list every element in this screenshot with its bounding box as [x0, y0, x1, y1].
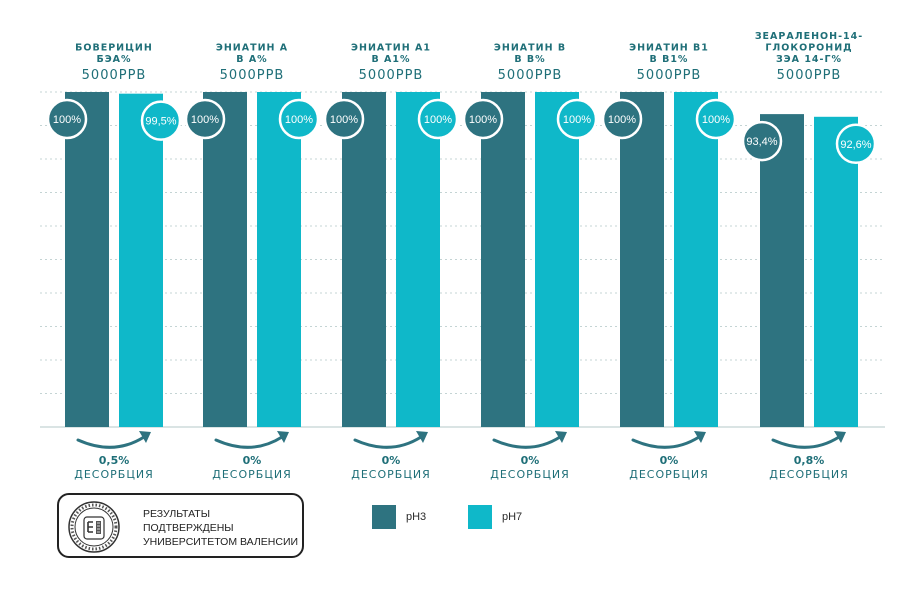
bar-ph3 — [203, 92, 247, 427]
desorption-value: 0% — [660, 454, 679, 467]
desorption-label: ДЕСОРБЦИЯ — [351, 468, 430, 481]
legend-label-ph7: pH7 — [502, 511, 523, 523]
desorption-value: 0% — [382, 454, 401, 467]
value-label: 100% — [53, 114, 81, 126]
bar-ph7 — [535, 92, 579, 427]
value-label: 93,4% — [746, 136, 777, 148]
legend-swatch-ph3 — [372, 505, 396, 529]
group-concentration: 5000PPB — [359, 68, 424, 83]
value-badge — [46, 98, 88, 140]
value-label: 100% — [424, 114, 452, 126]
desorption-arrow — [353, 435, 423, 449]
certification-text: РЕЗУЛЬТАТЫ ПОДТВЕРЖДЕНЫ УНИВЕРСИТЕТОМ ВА… — [143, 507, 303, 549]
bar-ph3 — [760, 114, 804, 428]
desorption-arrow — [631, 435, 701, 449]
arrow-head-icon — [834, 431, 846, 443]
value-badge — [462, 98, 504, 140]
bar-ph7 — [674, 92, 718, 427]
desorption-value: 0,8% — [794, 454, 825, 467]
value-badge — [184, 98, 226, 140]
certification-line: ПОДТВЕРЖДЕНЫ — [143, 522, 234, 534]
bar-ph7 — [119, 93, 163, 428]
group-title: В В1% — [650, 54, 689, 65]
value-badge — [695, 98, 737, 140]
arrow-head-icon — [139, 431, 151, 443]
desorption-value: 0% — [521, 454, 540, 467]
group-title: ЭНИАТИН А — [216, 43, 288, 54]
bar-ph7 — [396, 92, 440, 427]
value-badge — [140, 100, 182, 141]
desorption-arrow — [492, 435, 562, 449]
desorption-label: ДЕСОРБЦИЯ — [490, 468, 569, 481]
legend-swatch-ph7 — [468, 505, 492, 529]
value-label: 100% — [469, 114, 497, 126]
group-title: БЭА% — [96, 54, 131, 65]
group-concentration: 5000PPB — [777, 68, 842, 83]
desorption-label: ДЕСОРБЦИЯ — [212, 468, 291, 481]
value-label: 100% — [608, 114, 636, 126]
grid-lines — [40, 91, 885, 428]
value-badge — [741, 120, 783, 162]
value-label: 100% — [285, 114, 313, 126]
bar-ph3 — [481, 92, 525, 427]
certification-line: УНИВЕРСИТЕТОМ ВАЛЕНСИИ — [143, 536, 299, 548]
value-label: 100% — [563, 114, 591, 126]
bar-ph3 — [65, 92, 109, 427]
certification-line: РЕЗУЛЬТАТЫ — [143, 508, 211, 520]
value-badge — [417, 98, 459, 140]
value-label: 92,6% — [840, 139, 871, 151]
bar-ph7 — [257, 92, 301, 427]
bars — [65, 92, 858, 428]
group-title: В В% — [514, 54, 545, 65]
value-badge — [556, 98, 598, 140]
desorption-label: ДЕСОРБЦИЯ — [74, 468, 153, 481]
desorption-arrow — [214, 435, 284, 449]
legend-item-ph7: pH7 — [468, 505, 522, 529]
arrow-head-icon — [555, 431, 567, 443]
group-concentration: 5000PPB — [82, 68, 147, 83]
desorption-label: ДЕСОРБЦИЯ — [629, 468, 708, 481]
group-concentration: 5000PPB — [637, 68, 702, 83]
group-concentration: 5000PPB — [220, 68, 285, 83]
value-label: 99,5% — [145, 116, 176, 128]
value-badge — [323, 98, 365, 140]
group-title: В А1% — [371, 54, 410, 65]
group-title: ЭНИАТИН А1 — [351, 43, 431, 54]
desorption-value: 0,5% — [99, 454, 130, 467]
desorption-arrow — [76, 435, 146, 449]
desorption-value: 0% — [243, 454, 262, 467]
desorption-label: ДЕСОРБЦИЯ — [769, 468, 848, 481]
value-badge — [835, 123, 877, 165]
group-title: ЭНИАТИН В — [494, 43, 566, 54]
university-seal-icon — [68, 501, 120, 553]
value-badge — [278, 98, 320, 140]
bar-ph7 — [814, 116, 858, 427]
group-title: В А% — [236, 54, 267, 65]
bar-ph3 — [342, 92, 386, 427]
group-title: ГЛОКОРОНИД — [765, 43, 852, 54]
group-title: ЭНИАТИН В1 — [629, 43, 709, 54]
value-label: 100% — [702, 114, 730, 126]
arrow-head-icon — [416, 431, 428, 443]
value-label: 100% — [191, 114, 219, 126]
arrow-head-icon — [694, 431, 706, 443]
bar-ph3 — [620, 92, 664, 427]
value-label: 100% — [330, 114, 358, 126]
desorption-arrow — [771, 435, 841, 449]
value-badge — [601, 98, 643, 140]
legend-label-ph3: pH3 — [406, 511, 427, 523]
group-title: БОВЕРИЦИН — [75, 43, 153, 54]
group-title: ЗЕАРАЛЕНОН-14- — [755, 31, 863, 42]
legend-item-ph3: pH3 — [372, 505, 426, 529]
group-concentration: 5000PPB — [498, 68, 563, 83]
arrow-head-icon — [277, 431, 289, 443]
group-title: ЗЭА 14-Г% — [776, 54, 842, 65]
certification-box: РЕЗУЛЬТАТЫ ПОДТВЕРЖДЕНЫ УНИВЕРСИТЕТОМ ВА… — [57, 493, 304, 558]
